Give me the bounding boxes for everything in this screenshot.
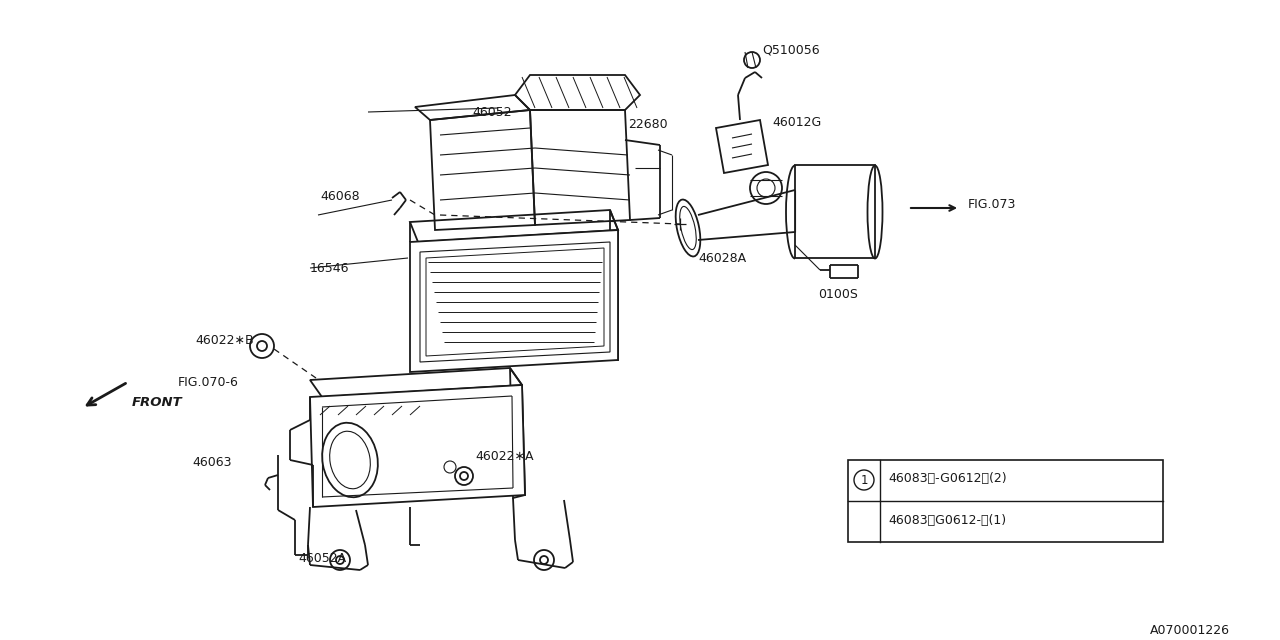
Text: Q510056: Q510056 [762, 44, 819, 56]
Text: FRONT: FRONT [132, 397, 183, 410]
Text: 46012G: 46012G [772, 115, 822, 129]
Polygon shape [310, 385, 525, 507]
Text: 1: 1 [860, 474, 868, 486]
Text: FIG.070-6: FIG.070-6 [178, 376, 239, 388]
Text: 46083（-G0612）(2): 46083（-G0612）(2) [888, 472, 1006, 486]
Text: A070001226: A070001226 [1149, 623, 1230, 637]
Text: 46022∗A: 46022∗A [475, 449, 534, 463]
Text: FIG.073: FIG.073 [968, 198, 1016, 211]
Text: 46052: 46052 [472, 106, 512, 118]
Polygon shape [410, 230, 618, 372]
Text: 46052A: 46052A [298, 552, 346, 564]
Text: 0100S: 0100S [818, 289, 858, 301]
Text: 22680: 22680 [628, 118, 668, 131]
Text: 46068: 46068 [320, 189, 360, 202]
Text: 46022∗B: 46022∗B [195, 333, 253, 346]
Bar [849, 460, 1164, 542]
Text: 46083（G0612-）(1): 46083（G0612-）(1) [888, 513, 1006, 527]
Text: 46028A: 46028A [698, 252, 746, 264]
Text: 46063: 46063 [192, 456, 232, 468]
Text: 16546: 16546 [310, 262, 349, 275]
